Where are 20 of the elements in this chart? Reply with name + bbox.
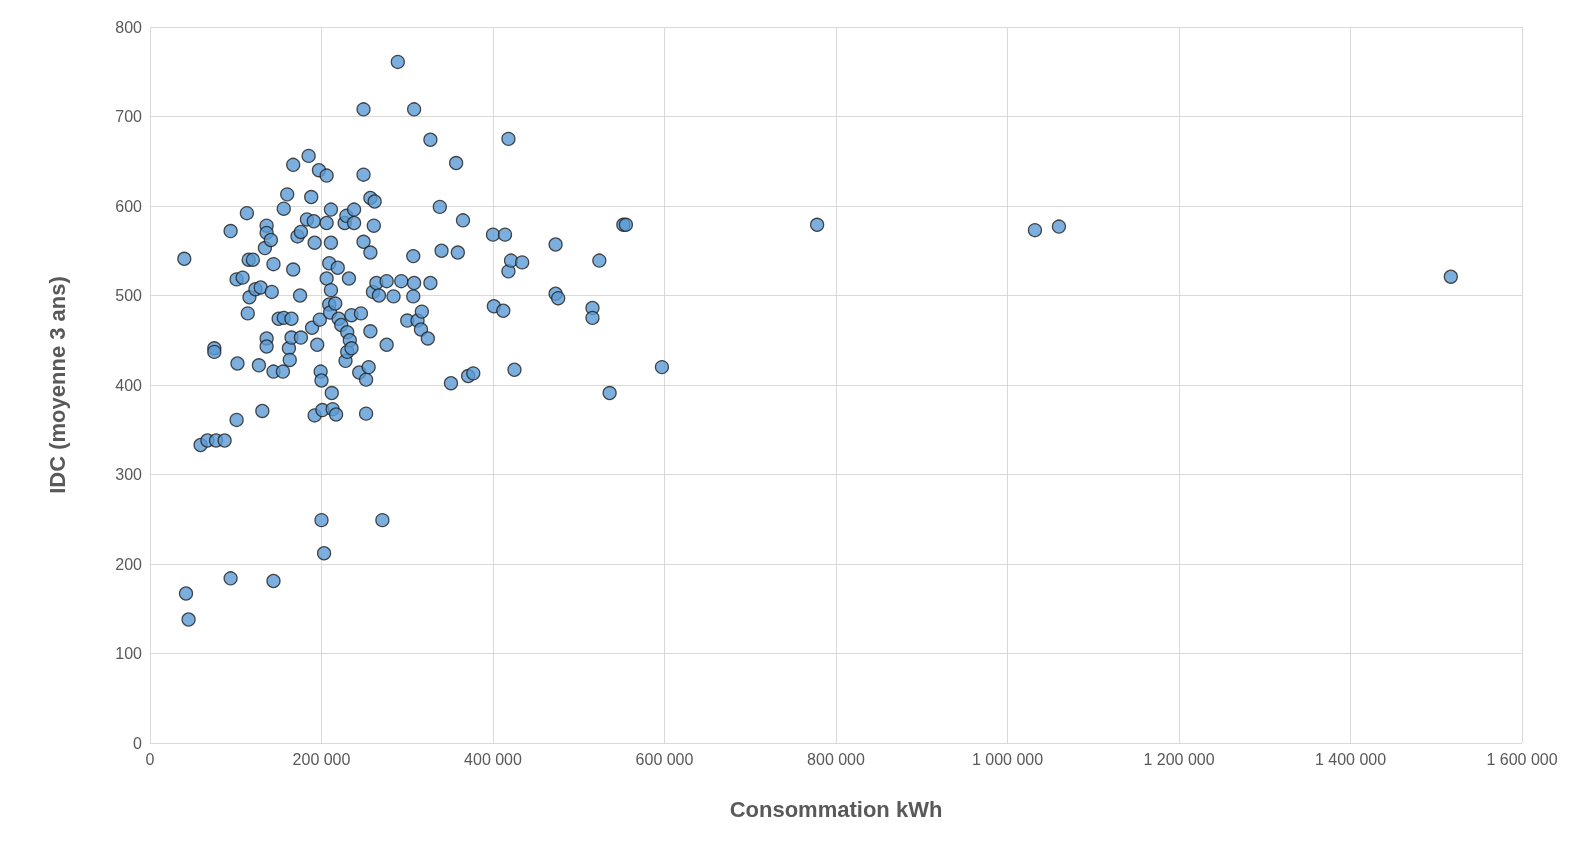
x-tick-label: 200 000: [292, 750, 351, 768]
x-tick-label: 1 400 000: [1314, 750, 1387, 768]
y-tick-label: 500: [115, 287, 143, 304]
x-axis-title: Consommation kWh: [729, 796, 943, 822]
y-tick-label: 100: [115, 645, 143, 662]
x-tick-label: 1 200 000: [1143, 750, 1215, 768]
y-tick-label: 300: [115, 466, 143, 483]
x-tick-label: 400 000: [464, 750, 523, 768]
y-tick-label: 600: [115, 197, 143, 215]
x-tick-label: 1 600 000: [1486, 750, 1558, 768]
y-axis-title: IDC (moyenne 3 ans): [44, 276, 70, 494]
y-tick-label: 700: [115, 108, 143, 125]
x-tick-label: 800 000: [807, 750, 866, 768]
y-tick-label: 0: [133, 734, 143, 752]
y-tick-label: 400: [115, 376, 143, 394]
x-tick-label: 1 000 000: [971, 750, 1044, 768]
y-tick-label: 200: [115, 555, 143, 573]
x-tick-label: 600 000: [635, 750, 694, 768]
y-tick-label: 800: [115, 18, 143, 36]
x-tick-label: 0: [145, 750, 155, 768]
